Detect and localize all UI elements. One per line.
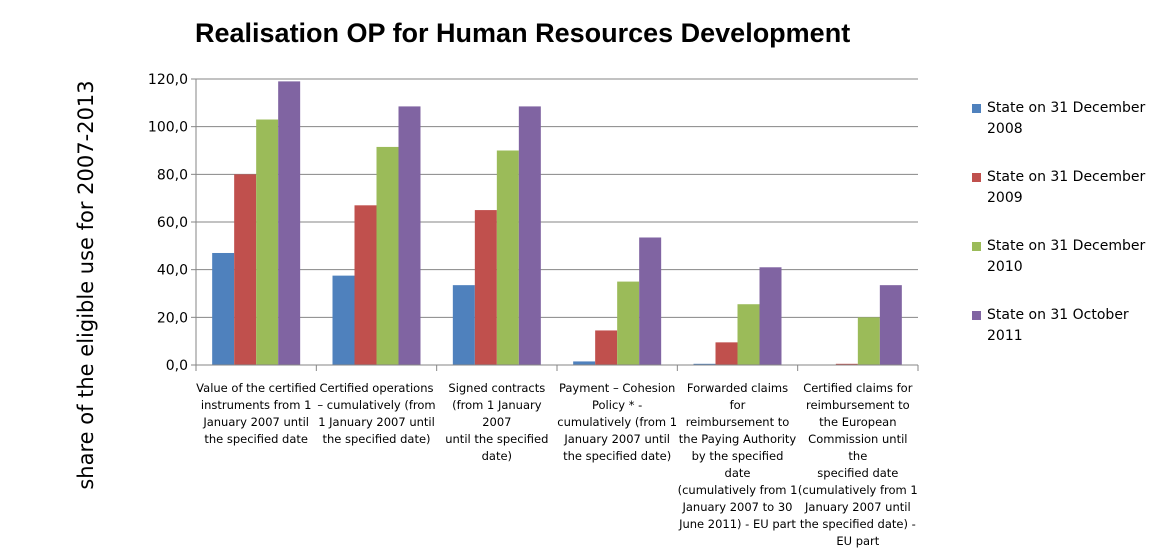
legend-swatch <box>972 104 981 113</box>
legend-label: State on 31 December 2009 <box>987 169 1146 206</box>
bar <box>496 150 519 365</box>
x-tick-label-line: January 2007 until <box>805 500 911 514</box>
x-tick-label-line: the specified date) <box>322 432 431 446</box>
x-tick-label-line: date) <box>481 449 513 463</box>
x-tick-label-line: Certified claims for <box>803 381 913 395</box>
chart-title: Realisation OP for Human Resources Devel… <box>195 18 851 48</box>
axes <box>195 79 919 371</box>
x-tick-label-line: 1 January 2007 until <box>318 415 435 429</box>
bar <box>595 330 618 365</box>
x-tick-label-line: until the specified <box>445 432 549 446</box>
x-tick-label-line: – cumulatively (from <box>317 398 436 412</box>
x-tick-label-line: Commission until the <box>808 432 908 463</box>
bar <box>759 267 782 365</box>
x-tick-label-line: the Paying Authority <box>678 432 797 446</box>
bar <box>376 146 399 365</box>
y-tick-label: 20,0 <box>157 310 188 326</box>
bar <box>639 237 662 365</box>
y-tick-label: 80,0 <box>157 167 188 183</box>
y-tick-label: 40,0 <box>157 263 188 279</box>
x-tick-label-line: EU part <box>836 534 880 548</box>
x-tick-label: Value of the certified instruments from 1… <box>196 380 316 448</box>
bar <box>693 363 716 365</box>
x-tick-label-line: the specified date) <box>563 449 672 463</box>
bars <box>212 81 902 366</box>
y-tick-label: 100,0 <box>148 120 188 136</box>
x-tick-label-line: Payment – Cohesion <box>558 381 676 395</box>
gridlines <box>191 78 918 366</box>
bar <box>879 285 902 365</box>
bar <box>256 119 279 366</box>
bar <box>715 342 738 365</box>
bar <box>518 106 541 366</box>
x-tick-label-line: the European <box>819 415 897 429</box>
x-tick-label-line: cumulatively (from 1 <box>557 415 678 429</box>
x-tick-label-line: June 2011) - EU part <box>679 517 796 531</box>
bar <box>452 285 475 365</box>
x-tick-label-line: January 2007 to 30 <box>682 500 793 514</box>
x-tick-label-line: (cumulatively from 1 <box>797 483 918 497</box>
bar <box>617 281 640 365</box>
y-tick-label: 120,0 <box>148 72 188 88</box>
legend-label: State on 31 October 2011 <box>987 307 1129 344</box>
y-axis-label: share of the eligible use for 2007-2013 <box>74 80 98 490</box>
x-tick-label: Certified operations – cumulatively (from… <box>317 380 437 448</box>
bar <box>212 252 235 365</box>
x-tick-label-line: January 2007 until <box>564 432 670 446</box>
x-tick-label-line: (cumulatively from 1 <box>677 483 798 497</box>
y-tick-label: 60,0 <box>157 215 188 231</box>
x-tick-label: Forwarded claims for reimbursement to the … <box>678 380 798 533</box>
x-tick-label: Certified claims for reimbursement to the … <box>798 380 918 550</box>
y-tick-label: 0,0 <box>166 358 188 374</box>
legend-label: State on 31 December 2008 <box>987 100 1146 137</box>
x-tick-label-line: Signed contracts <box>448 381 546 395</box>
x-tick-label-line: the specified date) - <box>799 517 916 531</box>
x-tick-label-line: (from 1 January 2007 <box>452 398 542 429</box>
bar <box>835 363 858 365</box>
x-tick-label-line: reimbursement to <box>806 398 910 412</box>
bar <box>737 304 760 365</box>
x-tick-label-line: the specified date <box>204 432 308 446</box>
x-tick-label-line: Value of the certified <box>196 381 317 395</box>
x-tick-label: Payment – Cohesion Policy * - cumulatively… <box>557 380 677 465</box>
x-tick-label-line: reimbursement to <box>685 415 790 429</box>
legend-swatch <box>972 242 981 251</box>
x-tick-label: Signed contracts (from 1 January 2007 unti… <box>437 380 557 465</box>
bar <box>398 106 421 366</box>
x-tick-label-line: January 2007 until <box>203 415 309 429</box>
x-tick-label-line: Policy * - <box>592 398 643 412</box>
legend-swatch <box>972 311 981 320</box>
bar <box>573 361 596 365</box>
bar <box>474 210 497 365</box>
bar <box>857 317 880 365</box>
bar <box>234 174 257 365</box>
x-tick-label-line: Forwarded claims for <box>686 381 789 412</box>
bar <box>278 81 301 365</box>
x-tick-label-line: by the specified date <box>691 449 784 480</box>
bar <box>354 205 377 365</box>
bar <box>332 275 355 365</box>
y-tick-labels: 0,0 20,0 40,0 60,0 80,0 100,0 120,0 <box>148 72 188 374</box>
legend-label: State on 31 December 2010 <box>987 238 1146 275</box>
x-tick-label-line: specified date <box>817 466 899 480</box>
legend-swatch <box>972 173 981 182</box>
x-tick-label-line: Certified operations <box>319 381 434 395</box>
x-tick-label-line: instruments from 1 <box>200 398 312 412</box>
